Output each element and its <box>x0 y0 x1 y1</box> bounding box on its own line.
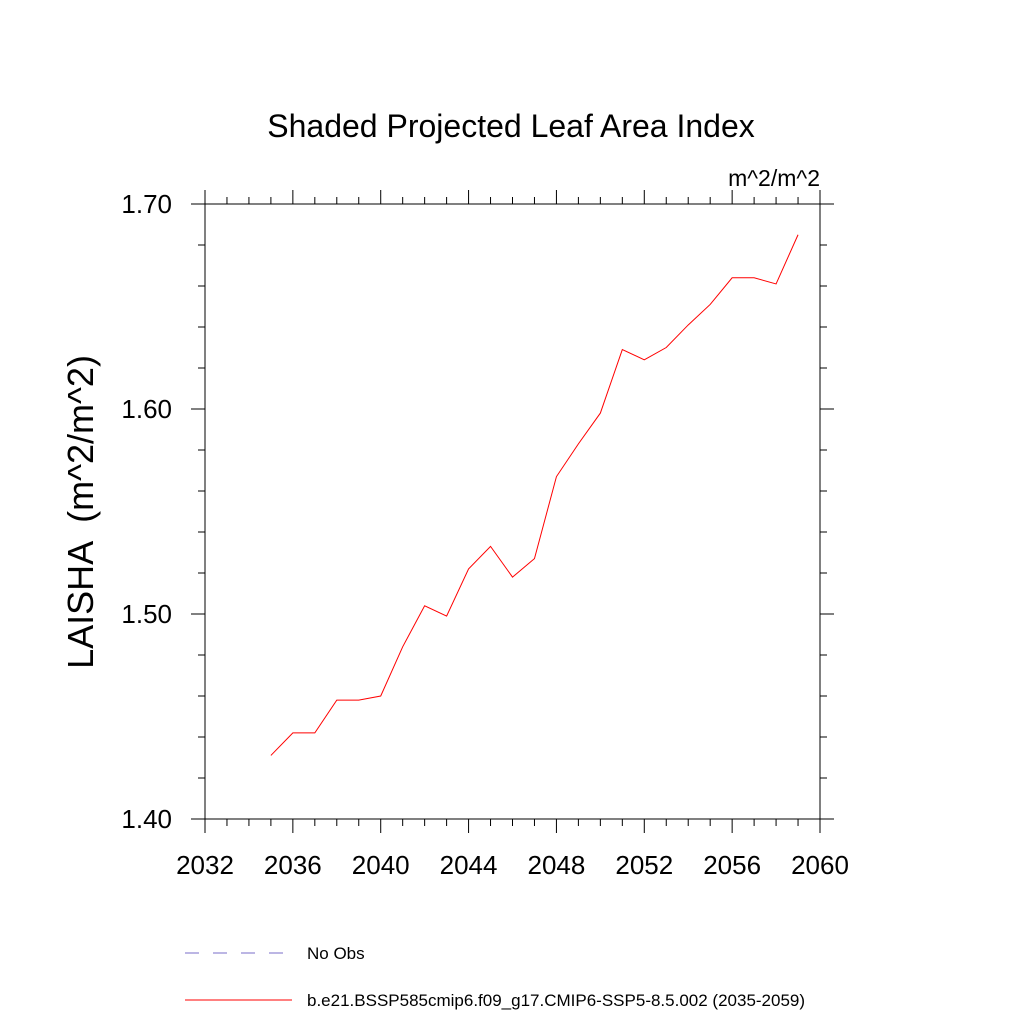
y-tick-label: 1.70 <box>121 189 172 219</box>
x-tick-label: 2044 <box>440 850 498 880</box>
units-label: m^2/m^2 <box>728 165 820 191</box>
x-tick-label: 2040 <box>352 850 410 880</box>
series-line <box>270 234 799 756</box>
y-axis-label: LAISHA (m^2/m^2) <box>60 355 101 669</box>
y-tick-label: 1.60 <box>121 394 172 424</box>
series-group <box>270 234 799 756</box>
x-tick-label: 2056 <box>703 850 761 880</box>
x-tick-label: 2032 <box>176 850 234 880</box>
x-tick-label: 2060 <box>791 850 849 880</box>
x-tick-label: 2036 <box>264 850 322 880</box>
axes: 2032 2036 2040 2044 2048 2052 2056 2060 1.40 1.50… <box>121 189 849 880</box>
y-tick-label: 1.50 <box>121 599 172 629</box>
x-tick-label: 2052 <box>615 850 673 880</box>
x-tick-label: 2048 <box>528 850 586 880</box>
y-tick-label: 1.40 <box>121 804 172 834</box>
legend-label-series: b.e21.BSSP585cmip6.f09_g17.CMIP6-SSP5-8.… <box>307 991 805 1010</box>
legend-label-no-obs: No Obs <box>307 944 365 963</box>
chart-title: Shaded Projected Leaf Area Index <box>267 108 754 144</box>
plot-frame <box>204 203 821 820</box>
legend: No Obs b.e21.BSSP585cmip6.f09_g17.CMIP6-… <box>185 944 805 1010</box>
